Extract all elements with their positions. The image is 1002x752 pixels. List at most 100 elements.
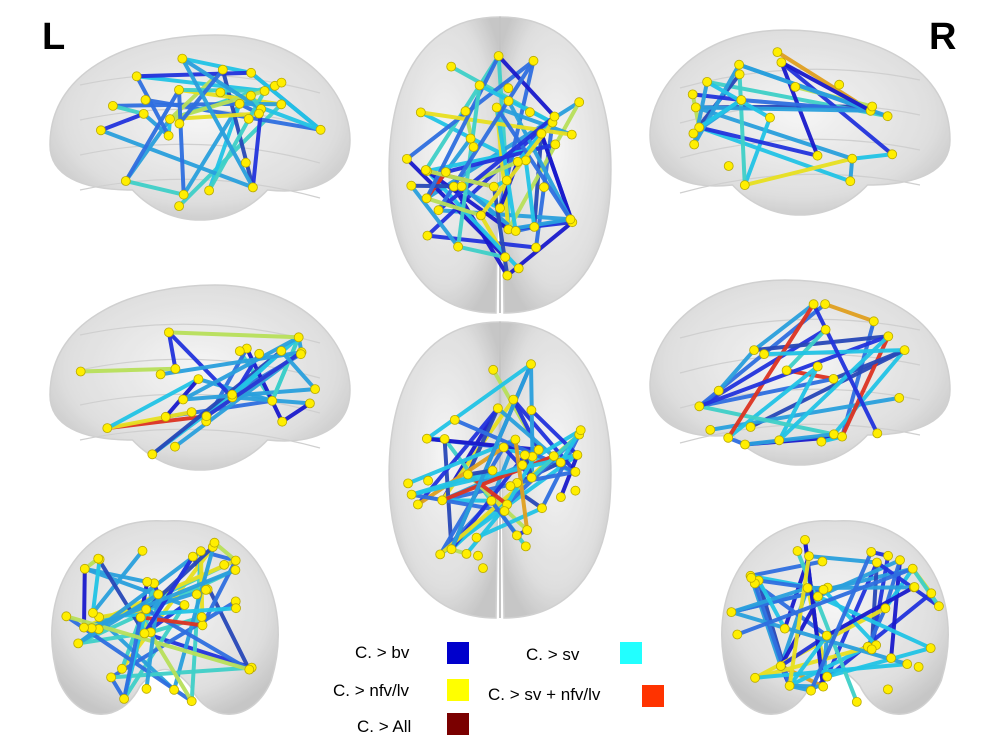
brain-view-right-lateral-mid bbox=[649, 279, 951, 466]
region-node bbox=[234, 98, 245, 109]
connection-edge bbox=[230, 335, 301, 397]
connection-edge bbox=[787, 554, 811, 688]
region-node bbox=[851, 697, 862, 707]
region-node bbox=[461, 549, 472, 559]
region-node bbox=[746, 572, 757, 583]
region-node bbox=[913, 662, 924, 672]
region-node bbox=[723, 161, 734, 171]
connection-edge bbox=[729, 610, 910, 667]
connection-edge bbox=[166, 330, 178, 371]
region-node bbox=[736, 95, 747, 105]
region-node bbox=[140, 95, 151, 105]
region-node bbox=[195, 546, 206, 557]
brain-view-ventral-mid bbox=[388, 321, 612, 619]
region-node bbox=[277, 416, 288, 427]
region-node bbox=[473, 550, 483, 561]
region-node bbox=[423, 475, 434, 486]
connection-edge bbox=[82, 566, 87, 630]
region-node bbox=[817, 556, 828, 567]
region-node bbox=[178, 394, 189, 405]
region-node bbox=[505, 481, 516, 492]
region-node bbox=[887, 149, 898, 160]
connection-edge bbox=[424, 362, 533, 441]
region-node bbox=[537, 503, 547, 514]
connection-edge bbox=[90, 557, 102, 615]
connection-edge bbox=[180, 56, 255, 190]
region-node bbox=[907, 563, 918, 574]
region-node bbox=[93, 553, 104, 564]
edge-group bbox=[78, 330, 318, 457]
region-node bbox=[75, 366, 86, 377]
region-node bbox=[688, 128, 699, 139]
connection-edge bbox=[787, 633, 829, 688]
region-node bbox=[435, 549, 446, 560]
region-node bbox=[139, 628, 150, 639]
region-node bbox=[872, 428, 883, 439]
connection-edge bbox=[122, 615, 143, 701]
region-node bbox=[734, 59, 744, 70]
connection-edge bbox=[743, 432, 836, 447]
connection-edge bbox=[237, 101, 284, 107]
connection-edge bbox=[166, 330, 235, 400]
connection-edge bbox=[697, 125, 853, 184]
legend-swatch-sv-nfv-lv bbox=[642, 685, 664, 707]
region-node bbox=[775, 661, 786, 671]
region-node bbox=[177, 53, 188, 64]
connection-edge bbox=[762, 348, 907, 357]
sulcus-line bbox=[79, 178, 321, 199]
legend-label-bv: C. > bv bbox=[355, 643, 410, 662]
connection-edge bbox=[737, 72, 747, 188]
region-node bbox=[813, 591, 823, 602]
region-node bbox=[926, 588, 937, 599]
region-node bbox=[902, 659, 913, 669]
connection-edge bbox=[777, 364, 820, 443]
sulcus-line bbox=[679, 318, 921, 339]
region-node bbox=[739, 180, 750, 191]
connection-edge bbox=[874, 560, 941, 609]
region-node bbox=[510, 226, 521, 236]
connection-edge bbox=[831, 348, 907, 381]
region-node bbox=[502, 270, 513, 281]
connection-edge bbox=[181, 101, 242, 197]
connection-edge bbox=[425, 169, 496, 189]
legend-label-sv: C. > sv bbox=[526, 645, 580, 664]
connection-edge bbox=[465, 406, 500, 477]
connection-edge bbox=[506, 99, 573, 222]
connection-edge bbox=[249, 70, 323, 132]
region-node bbox=[120, 176, 131, 186]
region-node bbox=[694, 122, 705, 133]
region-node bbox=[520, 155, 531, 166]
region-node bbox=[79, 622, 89, 633]
region-node bbox=[245, 90, 256, 101]
connection-edge bbox=[726, 364, 820, 440]
node-group bbox=[726, 535, 944, 707]
node-group bbox=[403, 359, 586, 573]
connection-edge bbox=[110, 103, 146, 116]
connection-edge bbox=[735, 566, 915, 637]
region-node bbox=[231, 603, 241, 614]
region-node bbox=[276, 99, 287, 110]
region-node bbox=[460, 106, 471, 117]
connection-edge bbox=[477, 83, 555, 125]
region-node bbox=[821, 630, 832, 641]
node-group bbox=[96, 53, 326, 212]
node-group bbox=[61, 537, 257, 707]
region-node bbox=[734, 69, 745, 80]
region-node bbox=[196, 612, 207, 622]
node-group bbox=[694, 299, 910, 450]
connection-edge bbox=[280, 401, 312, 424]
connection-edge bbox=[697, 376, 836, 409]
brain-view-dorsal-top bbox=[388, 16, 612, 314]
region-node bbox=[781, 365, 792, 376]
region-node bbox=[526, 405, 537, 416]
connection-edge bbox=[697, 98, 744, 130]
region-node bbox=[433, 205, 444, 216]
region-node bbox=[165, 114, 175, 124]
connection-edge bbox=[494, 105, 574, 137]
region-node bbox=[500, 252, 511, 263]
region-node bbox=[163, 130, 174, 141]
region-node bbox=[694, 401, 705, 412]
region-node bbox=[186, 696, 197, 707]
connection-edge bbox=[742, 156, 855, 188]
